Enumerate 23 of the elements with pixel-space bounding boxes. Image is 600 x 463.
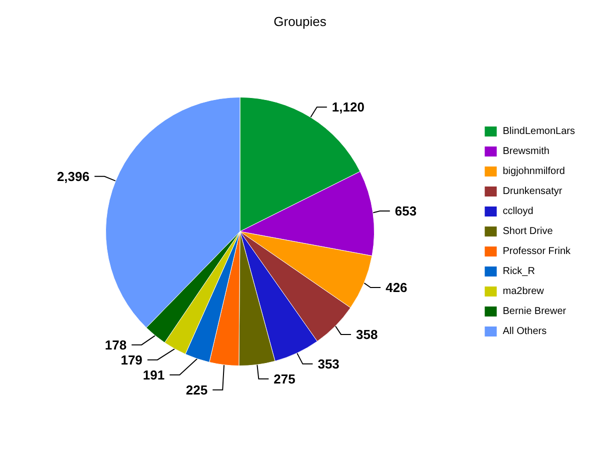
legend-label: cclloyd: [502, 206, 534, 217]
legend-label: bigjohnmilford: [502, 166, 565, 177]
data-label: 178: [104, 337, 127, 352]
data-label: 353: [318, 356, 340, 372]
data-label: 1,120: [332, 100, 364, 115]
data-label: 426: [386, 280, 408, 296]
chart-title: Groupies: [274, 14, 327, 29]
data-label: 653: [394, 204, 417, 219]
legend-label: BlindLemonLars: [502, 126, 575, 137]
data-label: 358: [356, 326, 378, 342]
data-label: 2,396: [56, 168, 90, 184]
legend-label: ma2brew: [502, 286, 545, 297]
legend-label: Bernie Brewer: [502, 306, 567, 317]
data-label: 275: [274, 371, 296, 386]
legend-label: Drunkensatyr: [502, 186, 563, 197]
legend-label: All Others: [502, 326, 547, 337]
data-label: 225: [186, 382, 208, 398]
legend-label: Brewsmith: [502, 146, 550, 157]
data-label: 179: [120, 352, 142, 368]
data-label: 191: [142, 367, 165, 382]
legend-label: Rick_R: [502, 266, 535, 277]
legend-label: Short Drive: [502, 226, 554, 237]
legend-label: Professor Frink: [502, 246, 572, 257]
